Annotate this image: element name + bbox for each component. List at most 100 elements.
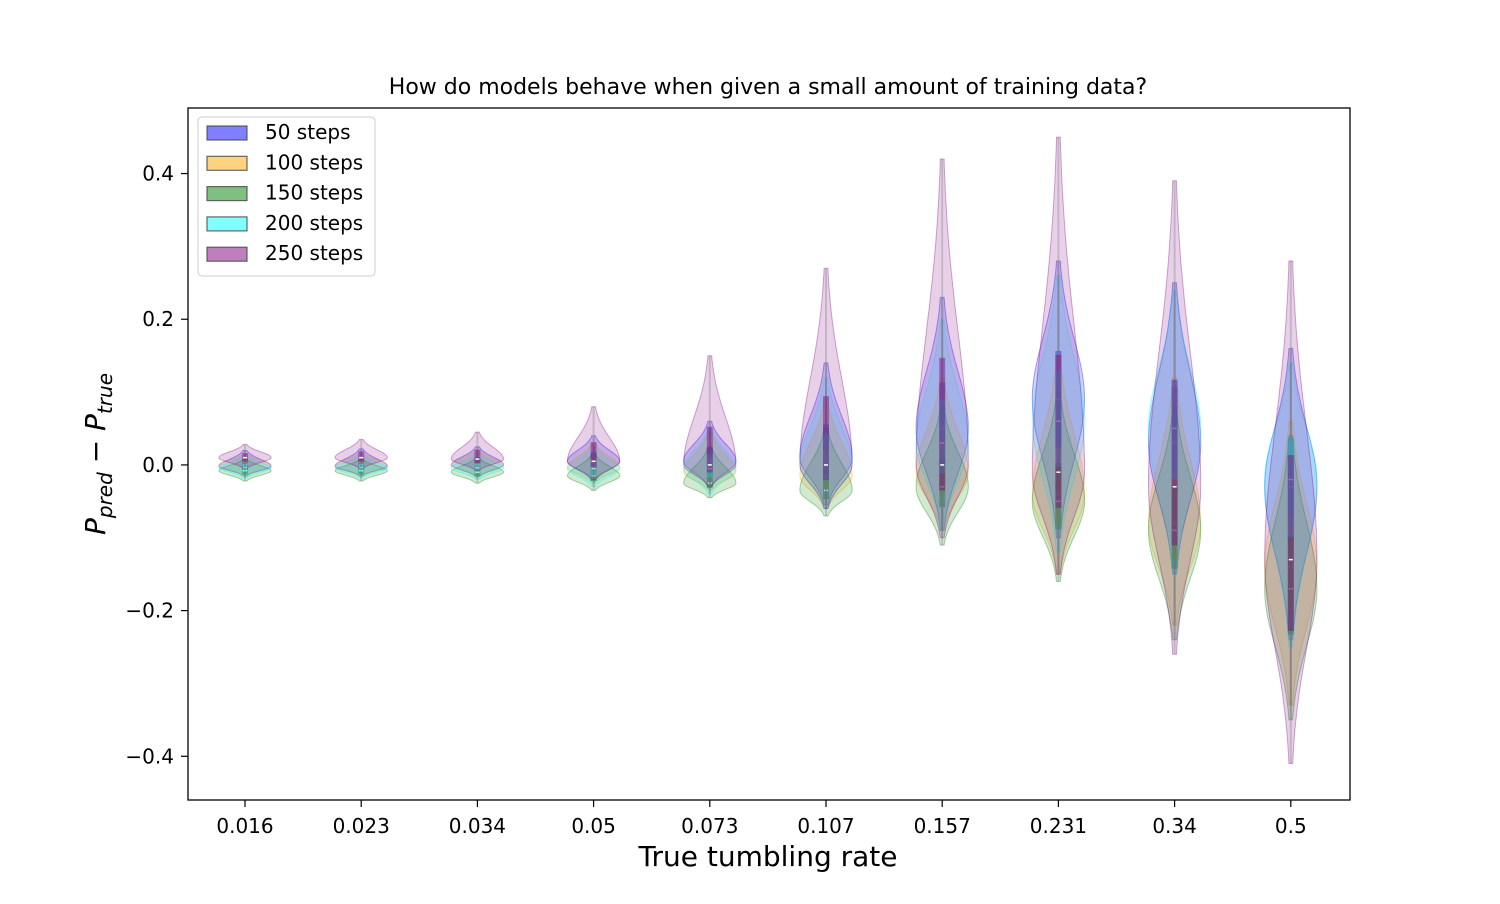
violin-body — [1147, 377, 1202, 626]
violin-body — [683, 428, 737, 495]
violin-quartile-box — [706, 454, 713, 478]
legend: 50 steps 100 steps 150 steps 200 steps 250 s… — [197, 116, 376, 277]
violin-body — [567, 406, 621, 480]
legend-label: 100 steps — [265, 150, 363, 174]
y-tick-label: −0.2 — [125, 599, 174, 623]
y-label-sub-true: true — [93, 373, 117, 414]
plot-frame — [187, 107, 1351, 801]
legend-swatch — [206, 186, 248, 202]
violin-body — [915, 406, 969, 546]
x-tick-label: 0.107 — [797, 814, 854, 838]
violin-body — [450, 446, 505, 478]
violin-body — [1031, 391, 1085, 582]
violin-body — [799, 377, 853, 510]
violin-quartile-box — [706, 447, 713, 471]
violin-quartile-box — [1055, 463, 1062, 530]
violin-quartile-box — [474, 449, 481, 464]
series-250-steps — [218, 136, 1318, 765]
x-tick-label: 0.231 — [1030, 814, 1087, 838]
x-tick-label: 0.05 — [571, 814, 616, 838]
violin-quartile-box — [1287, 438, 1294, 539]
violin-quartile-box — [1171, 487, 1178, 569]
series-50-steps — [218, 260, 1318, 641]
violin-body — [683, 420, 737, 488]
violin-body — [1264, 420, 1318, 706]
legend-swatch — [206, 216, 248, 232]
x-tick-label: 0.34 — [1152, 814, 1197, 838]
x-axis-label: True tumbling rate — [638, 840, 898, 873]
violin-quartile-box — [706, 470, 713, 489]
y-tick-label: 0.4 — [142, 162, 174, 186]
violin-body — [1031, 136, 1085, 575]
violin-quartile-box — [823, 434, 829, 481]
series-200-steps — [218, 275, 1318, 648]
plot-layer — [218, 136, 1318, 765]
violin-quartile-box — [1171, 379, 1178, 546]
violin-quartile-box — [939, 399, 946, 474]
violin-body — [1148, 406, 1202, 641]
violin-body — [683, 446, 737, 499]
violin-quartile-box — [939, 458, 946, 508]
violin-body — [218, 444, 272, 470]
y-label-sub-pred: pred — [93, 472, 117, 519]
violin-quartile-box — [1055, 354, 1062, 508]
violin-body — [1148, 289, 1202, 575]
violin-body — [334, 448, 388, 477]
violin-quartile-box — [1055, 445, 1062, 523]
y-label-main: P — [79, 518, 112, 535]
legend-label: 200 steps — [265, 211, 363, 235]
violin-body — [567, 442, 621, 484]
violin-body — [450, 457, 504, 484]
violin-quartile-box — [1287, 515, 1294, 616]
y-tick-label: 0.0 — [142, 453, 174, 477]
violin-body — [1148, 180, 1202, 655]
legend-label: 150 steps — [265, 181, 363, 205]
series-100-steps — [218, 355, 1318, 706]
violin-body — [450, 449, 504, 478]
x-tick-label: 0.023 — [333, 814, 390, 838]
violin-body — [799, 362, 853, 506]
violin-quartile-box — [1171, 380, 1178, 480]
y-tick-label: −0.4 — [125, 744, 174, 768]
x-tick-label: 0.5 — [1275, 814, 1307, 838]
violin-body — [1264, 362, 1318, 648]
violin-body — [1264, 435, 1318, 721]
legend-label: 250 steps — [265, 241, 363, 265]
violin-quartile-box — [823, 424, 829, 475]
violin-quartile-box — [706, 426, 713, 473]
x-tick-label: 0.073 — [681, 814, 738, 838]
violin-body — [915, 318, 969, 531]
violin-quartile-box — [939, 439, 946, 493]
violin-quartile-box — [1287, 535, 1294, 635]
violin-quartile-box — [590, 452, 597, 469]
violin-quartile-box — [1055, 370, 1062, 468]
violin-body — [450, 452, 504, 480]
violin-quartile-box — [1287, 438, 1294, 541]
violin-body — [1031, 275, 1085, 553]
chart-title: How do models behave when given a small … — [389, 75, 1147, 100]
legend-swatch — [206, 125, 248, 141]
legend-label: 50 steps — [265, 120, 351, 144]
violin-quartile-box — [939, 382, 946, 465]
violin-quartile-box — [590, 468, 597, 481]
violin-quartile-box — [823, 449, 829, 488]
violin-quartile-box — [1287, 455, 1294, 632]
violin-body — [334, 438, 388, 470]
violin-quartile-box — [358, 451, 365, 462]
violin-body — [566, 446, 621, 488]
violins-group — [218, 136, 1318, 765]
violin-quartile-box — [590, 458, 597, 473]
legend-swatch — [206, 155, 248, 171]
axes-layer: 0.016 0.023 0.034 0.05 0.073 0.107 0.157 0.231 0… — [125, 162, 1306, 838]
y-label-minus: − — [79, 431, 112, 472]
series-150-steps — [218, 391, 1318, 721]
x-tick-label: 0.016 — [216, 814, 273, 838]
violin-body — [1264, 260, 1318, 765]
violin-body — [1031, 355, 1085, 575]
violin-body — [334, 455, 388, 479]
violin-body — [915, 377, 969, 531]
violin-body — [799, 398, 853, 510]
violin-body — [915, 158, 969, 539]
violin-quartile-box — [1171, 472, 1178, 559]
